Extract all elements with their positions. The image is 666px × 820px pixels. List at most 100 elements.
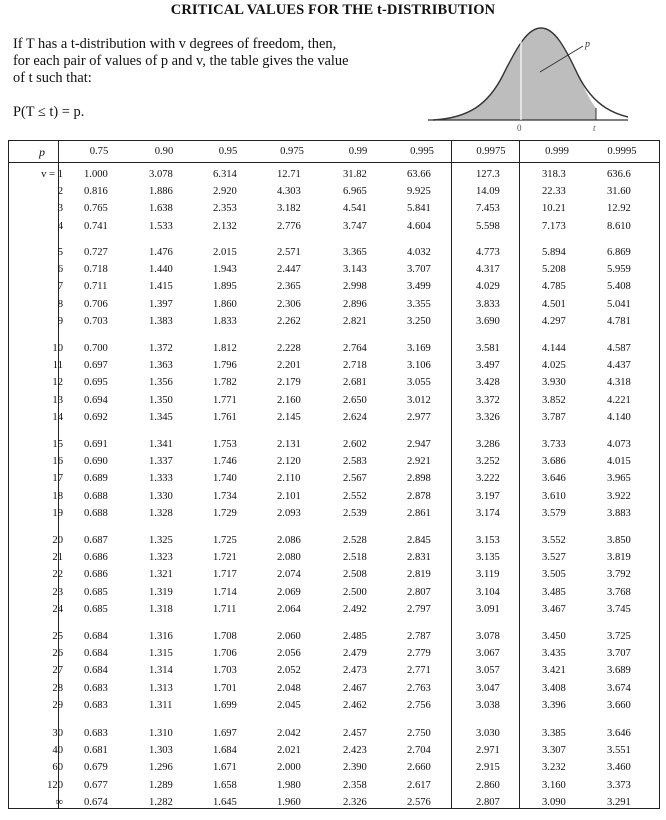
critical-value-cell: 2.390 <box>343 762 367 774</box>
critical-value-cell: 1.714 <box>213 586 237 598</box>
critical-value-cell: 4.773 <box>476 247 500 258</box>
critical-value-cell: 22.33 <box>542 186 566 198</box>
critical-value-cell: 1.717 <box>213 569 237 581</box>
critical-value-cell: 1.697 <box>213 728 237 739</box>
t-label: t <box>593 123 596 132</box>
critical-value-cell: 3.733 <box>542 439 566 450</box>
critical-value-cell: 3.485 <box>542 586 566 598</box>
critical-value-cell: 3.819 <box>607 552 631 564</box>
critical-value-cell: 1.740 <box>213 473 237 485</box>
critical-value-cell: 3.467 <box>542 603 566 615</box>
critical-value-cell: 1.812 <box>213 343 237 354</box>
critical-value-cell: 1.372 <box>149 343 173 354</box>
critical-value-cell: 3.707 <box>407 264 431 276</box>
critical-value-cell: 4.297 <box>542 315 566 327</box>
degrees-of-freedom: 16 <box>52 456 63 468</box>
critical-value-cell: 2.763 <box>407 682 431 694</box>
degrees-of-freedom: 4 <box>57 220 63 232</box>
critical-value-cell: 1.943 <box>213 264 237 276</box>
critical-value-cell: 3.365 <box>343 247 367 258</box>
critical-value-cell: 3.499 <box>407 281 431 293</box>
critical-value-cell: 3.768 <box>607 586 631 598</box>
critical-value-cell: 3.660 <box>607 699 631 711</box>
critical-value-cell: 3.057 <box>476 665 500 677</box>
critical-value-cell: 4.318 <box>607 377 631 389</box>
critical-value-cell: 318.3 <box>542 169 566 180</box>
critical-value-cell: 3.355 <box>407 298 431 310</box>
critical-value-cell: 2.878 <box>407 490 431 502</box>
critical-value-cell: 1.638 <box>149 203 173 215</box>
critical-value-cell: 14.09 <box>476 186 500 198</box>
critical-value-cell: 0.674 <box>84 796 108 808</box>
critical-value-cell: 5.841 <box>407 203 431 215</box>
critical-value-cell: 2.718 <box>343 360 367 372</box>
critical-value-cell: 1.771 <box>213 394 237 406</box>
critical-value-cell: 1.318 <box>149 603 173 615</box>
degrees-of-freedom: v = 1 <box>41 169 63 180</box>
intro-line-1: If T has a t-distribution with v degrees… <box>13 36 337 52</box>
critical-value-cell: 4.501 <box>542 298 566 310</box>
critical-value-cell: 3.307 <box>542 745 566 757</box>
critical-value-cell: 1.363 <box>149 360 173 372</box>
critical-value-cell: 0.690 <box>84 456 108 468</box>
p-value-header: 0.995 <box>410 146 434 157</box>
critical-value-cell: 4.221 <box>607 394 631 406</box>
critical-value-cell: 12.71 <box>277 169 301 180</box>
critical-value-cell: 1.711 <box>213 603 237 615</box>
critical-value-cell: 3.291 <box>607 796 631 808</box>
density-curve <box>432 27 628 121</box>
critical-value-cell: 0.677 <box>84 779 108 791</box>
critical-value-cell: 2.896 <box>343 298 367 310</box>
critical-value-cell: 1.701 <box>213 682 237 694</box>
critical-value-cell: 4.785 <box>542 281 566 293</box>
critical-value-cell: 2.539 <box>343 507 367 519</box>
critical-value-cell: 3.460 <box>607 762 631 774</box>
critical-value-cell: 2.764 <box>343 343 367 354</box>
critical-value-cell: 1.746 <box>213 456 237 468</box>
critical-value-cell: 2.617 <box>407 779 431 791</box>
critical-value-cell: 2.567 <box>343 473 367 485</box>
critical-value-cell: 3.090 <box>542 796 566 808</box>
critical-value-cell: 0.688 <box>84 490 108 502</box>
critical-value-cell: 1.330 <box>149 490 173 502</box>
critical-value-cell: 2.365 <box>277 281 301 293</box>
critical-value-cell: 4.587 <box>607 343 631 354</box>
critical-value-cell: 0.697 <box>84 360 108 372</box>
critical-value-cell: 5.598 <box>476 220 500 232</box>
critical-value-cell: 2.467 <box>343 682 367 694</box>
critical-value-cell: 0.683 <box>84 682 108 694</box>
critical-value-cell: 2.861 <box>407 507 431 519</box>
critical-value-cell: 3.745 <box>607 603 631 615</box>
critical-value-cell: 1.708 <box>213 631 237 642</box>
critical-value-cell: 2.479 <box>343 648 367 660</box>
degrees-of-freedom: 26 <box>52 648 63 660</box>
critical-value-cell: 31.82 <box>343 169 367 180</box>
critical-value-cell: 4.032 <box>407 247 431 258</box>
degrees-of-freedom: 6 <box>57 264 63 276</box>
critical-value-cell: 12.92 <box>607 203 631 215</box>
critical-value-cell: 1.325 <box>149 535 173 546</box>
critical-value-cell: 2.056 <box>277 648 301 660</box>
critical-value-cell: 0.686 <box>84 552 108 564</box>
p-value-header: 0.999 <box>545 146 569 157</box>
degrees-of-freedom: 19 <box>52 507 63 519</box>
degrees-of-freedom: 29 <box>52 699 63 711</box>
critical-value-cell: 127.3 <box>476 169 500 180</box>
critical-value-cell: 0.694 <box>84 394 108 406</box>
critical-value-cell: 2.845 <box>407 535 431 546</box>
critical-value-cell: 3.527 <box>542 552 566 564</box>
critical-value-cell: 2.787 <box>407 631 431 642</box>
p-label: p <box>584 39 590 50</box>
critical-value-cell: 1.341 <box>149 439 173 450</box>
critical-value-cell: 0.689 <box>84 473 108 485</box>
critical-value-cell: 2.779 <box>407 648 431 660</box>
p-value-header: 0.75 <box>89 146 109 157</box>
critical-value-cell: 0.695 <box>84 377 108 389</box>
critical-value-cell: 3.169 <box>407 343 431 354</box>
critical-value-cell: 3.104 <box>476 586 500 598</box>
critical-value-cell: 3.372 <box>476 394 500 406</box>
critical-value-cell: 3.497 <box>476 360 500 372</box>
critical-value-cell: 1.337 <box>149 456 173 468</box>
critical-value-cell: 2.947 <box>407 439 431 450</box>
degrees-of-freedom: 7 <box>57 281 63 293</box>
